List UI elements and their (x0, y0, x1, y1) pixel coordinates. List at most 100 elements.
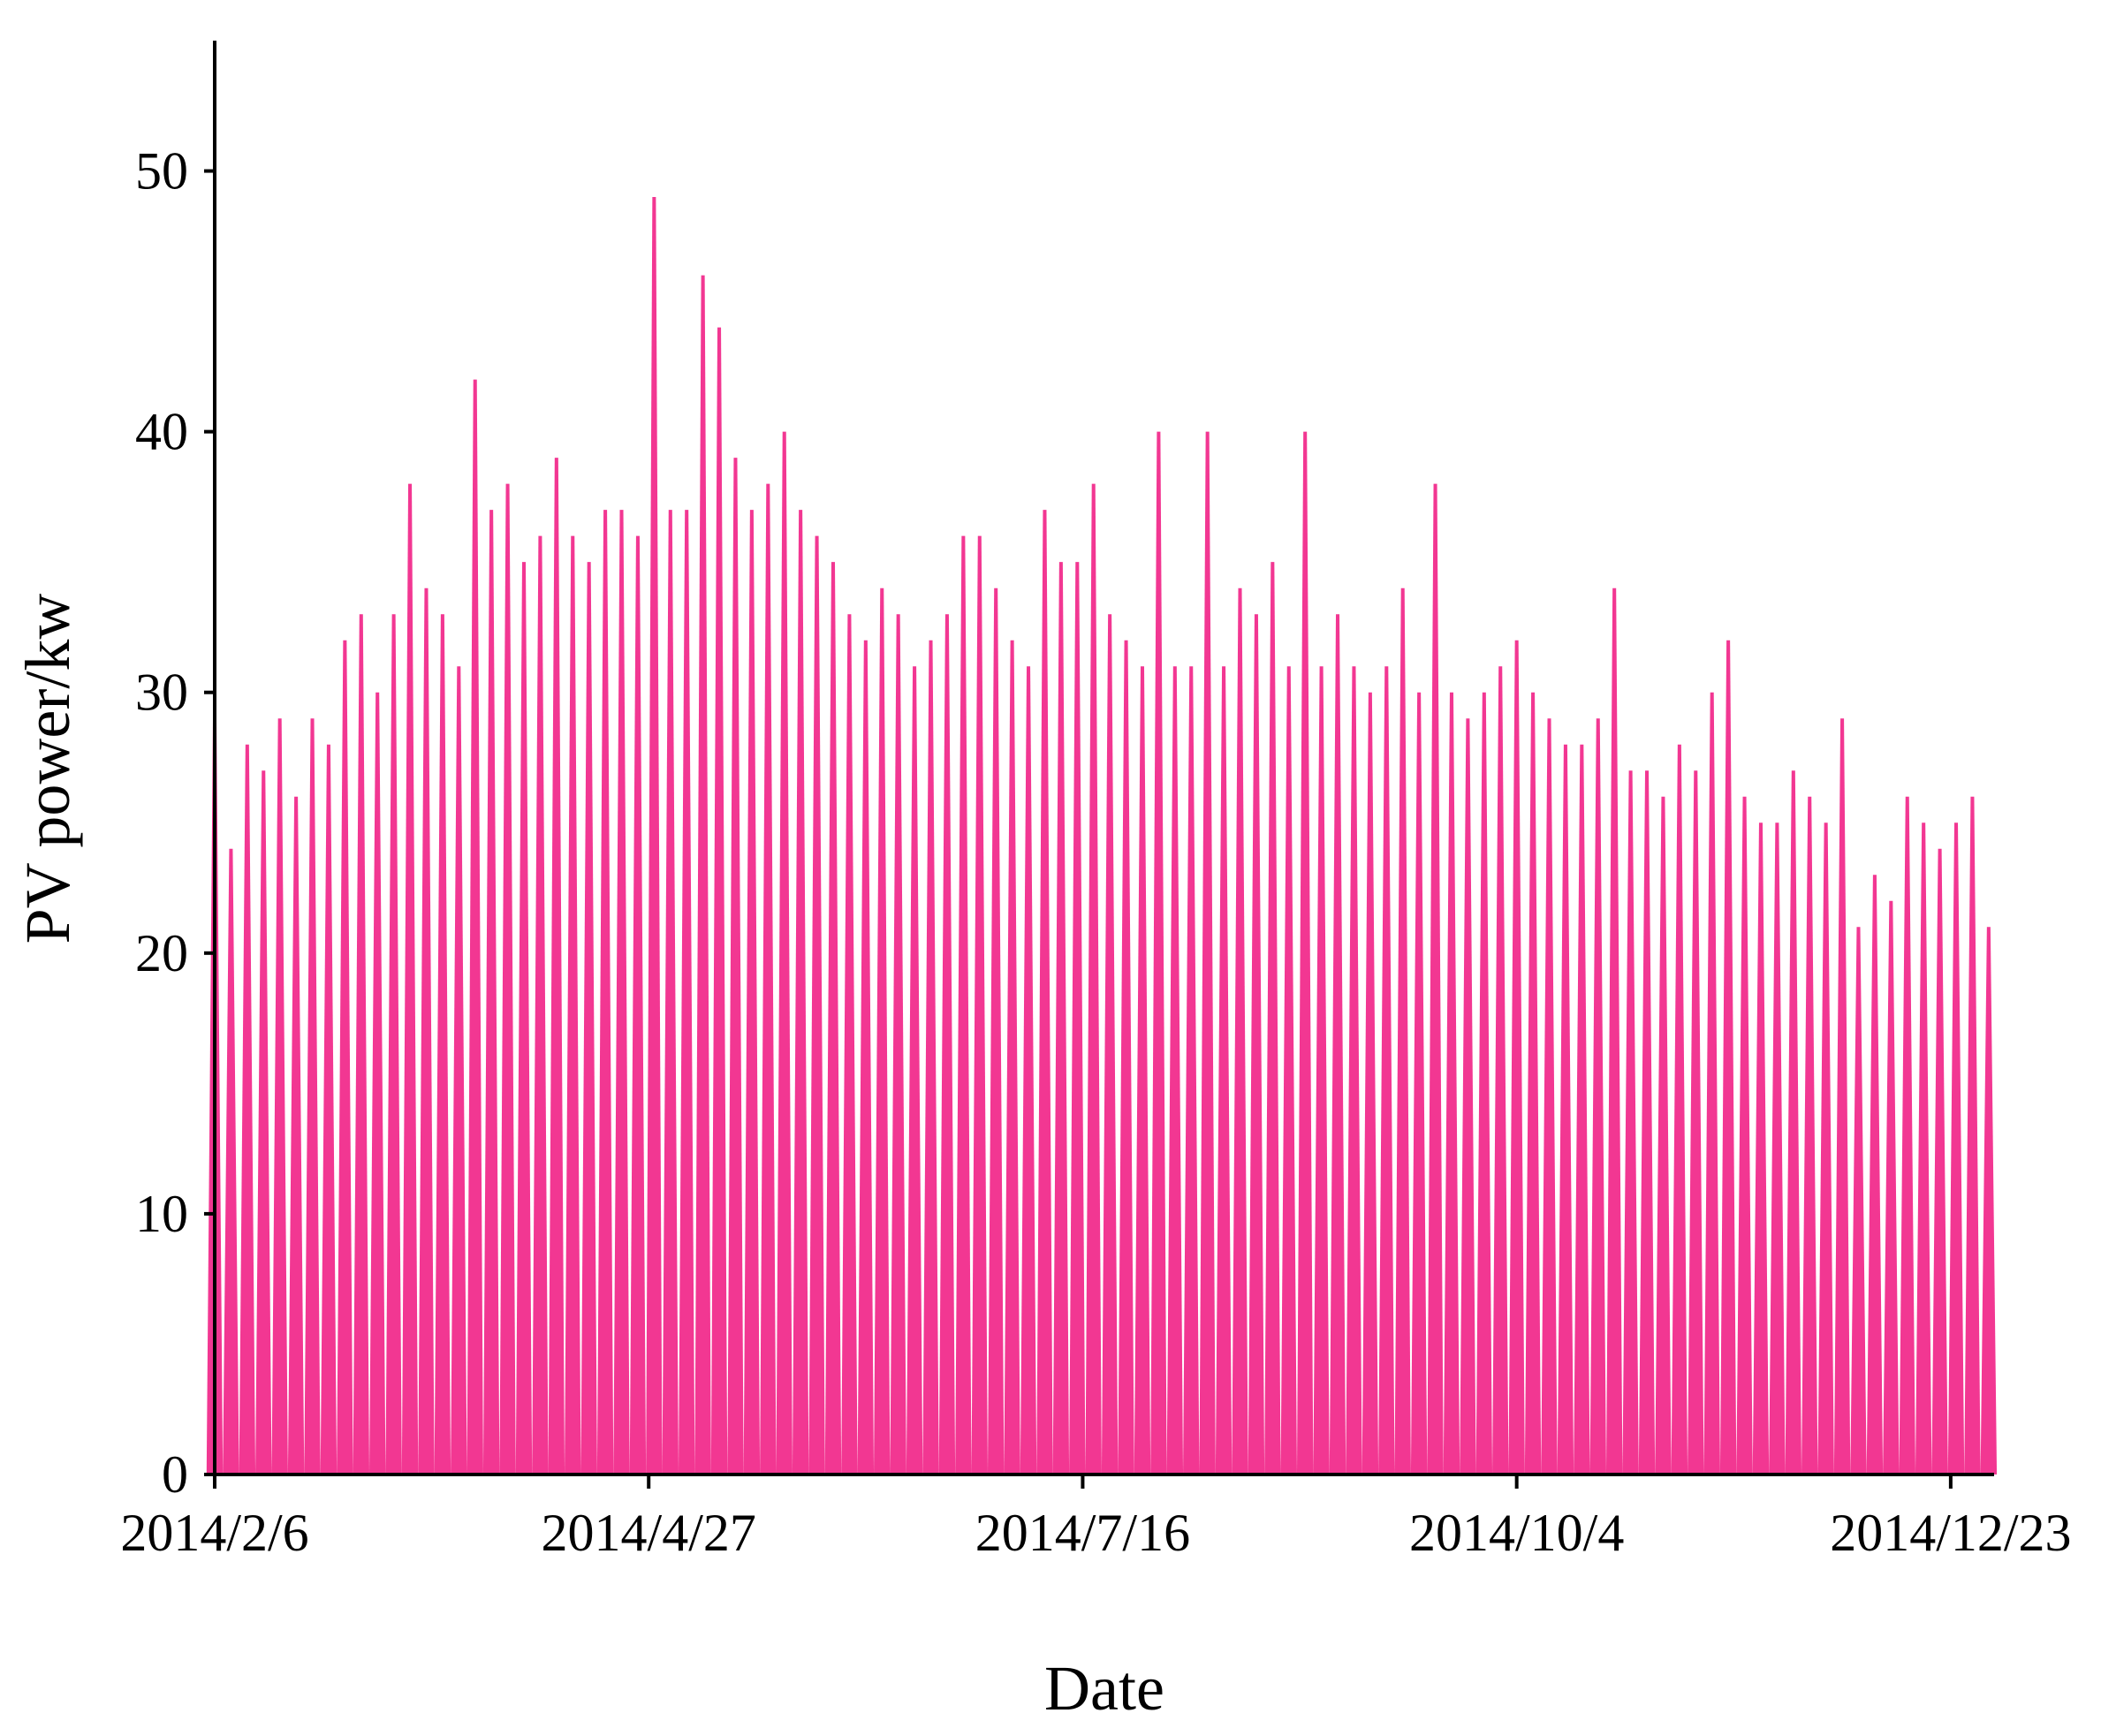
power-spike (824, 562, 842, 1474)
power-spike (1769, 823, 1786, 1474)
x-tick-label: 2014/7/16 (975, 1504, 1190, 1562)
power-spike (857, 640, 875, 1474)
power-spike (1524, 692, 1542, 1474)
y-tick-label: 50 (135, 142, 188, 201)
power-spike (1069, 562, 1086, 1474)
power-spike (515, 562, 533, 1474)
power-spike (1232, 588, 1248, 1474)
power-spike (1183, 666, 1200, 1474)
power-spike (1020, 666, 1037, 1474)
power-spike (499, 483, 516, 1474)
power-spike (385, 614, 402, 1474)
power-spike (337, 640, 353, 1474)
power-spike (1166, 666, 1184, 1474)
power-spike (1736, 796, 1753, 1474)
y-axis-label: PV power/kw (12, 594, 83, 944)
power-spike (1346, 666, 1362, 1474)
power-spike (760, 483, 777, 1474)
power-spike (1785, 770, 1802, 1474)
power-spike (1443, 692, 1460, 1474)
power-spike (890, 614, 906, 1474)
y-tick-label: 30 (135, 663, 188, 722)
power-spike (1199, 431, 1216, 1474)
power-spike (565, 535, 581, 1474)
power-spike (1118, 640, 1134, 1474)
power-spike (1574, 744, 1590, 1474)
power-spike (646, 197, 663, 1474)
power-spike (271, 718, 288, 1474)
x-tick-label: 2014/2/6 (120, 1504, 308, 1562)
power-spike (987, 588, 1005, 1474)
power-spike (418, 588, 435, 1474)
power-spike (694, 275, 711, 1475)
x-axis-label: Date (1044, 1653, 1164, 1724)
power-spike (1134, 666, 1151, 1474)
power-spike (1313, 666, 1330, 1474)
power-spike (808, 535, 825, 1474)
power-spike (1248, 614, 1265, 1474)
y-tick-label: 0 (162, 1445, 188, 1504)
power-spike (1085, 483, 1102, 1474)
power-spike (223, 848, 239, 1474)
power-spike (662, 510, 679, 1475)
power-spike (629, 535, 647, 1474)
power-spike (922, 640, 939, 1474)
power-spike (1052, 562, 1070, 1474)
power-spike (1655, 796, 1672, 1474)
power-spike (1817, 823, 1834, 1474)
power-spike (1101, 614, 1119, 1474)
y-tick-label: 20 (135, 924, 188, 982)
power-spike (1508, 640, 1525, 1474)
power-spike (1329, 614, 1346, 1474)
power-spike (1688, 770, 1704, 1474)
power-spike (1801, 796, 1818, 1474)
power-spike (874, 588, 891, 1474)
x-tick-label: 2014/10/4 (1409, 1504, 1624, 1562)
power-spike (1264, 562, 1281, 1474)
power-spike (1931, 848, 1948, 1474)
power-spike (239, 744, 256, 1474)
power-spike (1671, 744, 1688, 1474)
power-spike (1866, 875, 1884, 1474)
power-spike (971, 535, 988, 1474)
power-spike (1361, 692, 1379, 1474)
x-tick-label: 2014/12/23 (1830, 1504, 2071, 1562)
power-spike (1605, 588, 1623, 1474)
power-spike (353, 614, 369, 1474)
power-spike (1460, 718, 1476, 1474)
power-spike (1589, 718, 1606, 1474)
power-spike (1883, 900, 1900, 1474)
power-spike (482, 510, 500, 1475)
power-spike (451, 666, 467, 1474)
power-spike (1296, 431, 1314, 1474)
power-spike (548, 458, 565, 1474)
power-spike (1638, 770, 1656, 1474)
power-spike (1036, 510, 1053, 1475)
power-spike (1427, 483, 1444, 1474)
power-spike (1280, 666, 1297, 1474)
y-tick-label: 40 (135, 403, 188, 461)
power-spike (434, 614, 451, 1474)
power-spike (1703, 692, 1720, 1474)
power-spike (1947, 823, 1965, 1474)
power-spike (1752, 823, 1770, 1474)
power-spike (532, 535, 549, 1474)
power-spike (955, 535, 972, 1474)
power-spike (1410, 692, 1428, 1474)
power-spike (776, 431, 793, 1474)
power-spike (613, 510, 630, 1475)
power-spike (1492, 666, 1509, 1474)
power-spike (1378, 666, 1395, 1474)
power-spike (1915, 823, 1932, 1474)
power-spike (287, 796, 305, 1474)
power-spike (1899, 796, 1915, 1474)
x-tick-label: 2014/4/27 (542, 1504, 756, 1562)
power-spike (841, 614, 858, 1474)
power-spike (1964, 796, 1981, 1474)
power-spike (1004, 640, 1020, 1474)
power-spike (1980, 927, 1998, 1474)
power-spike (710, 327, 728, 1475)
power-spike (792, 510, 809, 1475)
power-spike (466, 379, 483, 1475)
